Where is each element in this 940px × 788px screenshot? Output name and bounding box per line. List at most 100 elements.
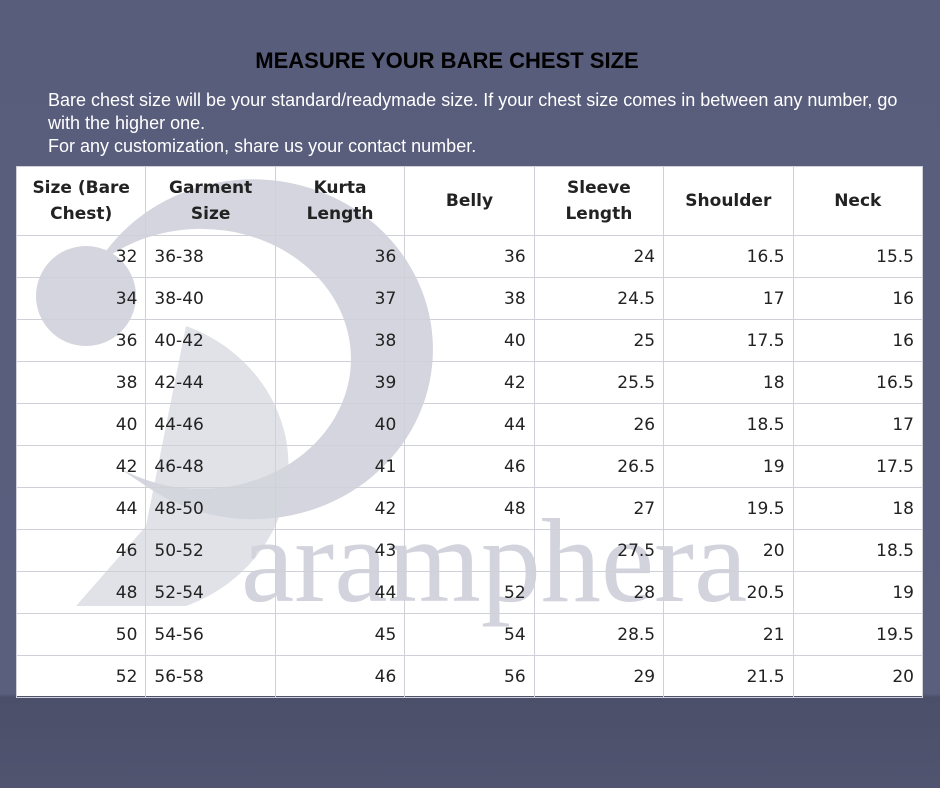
table-cell: 19.5 xyxy=(792,613,924,656)
table-cell: 15.5 xyxy=(792,235,924,278)
table-cell: 19 xyxy=(792,571,924,614)
description-line: Bare chest size will be your standard/re… xyxy=(48,90,898,133)
table-cell: 38 xyxy=(15,361,147,404)
table-cell: 36 xyxy=(15,319,147,362)
table-cell: 18 xyxy=(792,487,924,530)
table-cell: 24.5 xyxy=(533,277,665,320)
table-cell: 52-54 xyxy=(145,571,276,614)
table-cell: 16.5 xyxy=(792,361,924,404)
table-cell: 26.5 xyxy=(533,445,665,488)
table-cell: 38-40 xyxy=(145,277,276,320)
table-cell: 25.5 xyxy=(533,361,665,404)
table-cell: 56-58 xyxy=(145,655,276,698)
table-cell: 18.5 xyxy=(792,529,924,572)
table-cell: 48 xyxy=(404,487,535,530)
table-cell: 34 xyxy=(15,277,147,320)
table-cell: 46 xyxy=(15,529,147,572)
table-row: 48 52-54 44 52 28 20.5 19 xyxy=(15,571,924,614)
table-row: 38 42-44 39 42 25.5 18 16.5 xyxy=(15,361,924,404)
size-table-panel: aramphera Size (Bare Chest) Garment Size K… xyxy=(15,166,924,698)
table-cell: 56 xyxy=(404,655,535,698)
table-cell: 17 xyxy=(663,277,794,320)
table-cell: 40-42 xyxy=(145,319,276,362)
table-cell: 44 xyxy=(274,571,406,614)
column-header: Sleeve Length xyxy=(533,166,665,236)
table-cell: 50-52 xyxy=(145,529,276,572)
table-cell: 40 xyxy=(404,319,535,362)
column-header: Belly xyxy=(404,166,535,236)
column-header: Size (Bare Chest) xyxy=(15,166,147,236)
table-row: 36 40-42 38 40 25 17.5 16 xyxy=(15,319,924,362)
column-header: Neck xyxy=(792,166,924,236)
table-cell: 48-50 xyxy=(145,487,276,530)
table-cell: 19.5 xyxy=(663,487,794,530)
table-cell: 54-56 xyxy=(145,613,276,656)
table-cell: 54 xyxy=(404,613,535,656)
table-cell: 17 xyxy=(792,403,924,446)
table-cell: 21.5 xyxy=(663,655,794,698)
column-header: Kurta Length xyxy=(274,166,406,236)
table-cell: 24 xyxy=(533,235,665,278)
table-cell: 16 xyxy=(792,277,924,320)
table-cell: 36-38 xyxy=(145,235,276,278)
table-cell: 42 xyxy=(274,487,406,530)
table-cell: 20 xyxy=(792,655,924,698)
table-cell: 41 xyxy=(274,445,406,488)
table-cell: 20 xyxy=(663,529,794,572)
table-cell: 52 xyxy=(15,655,147,698)
table-cell: 25 xyxy=(533,319,665,362)
table-cell: 52 xyxy=(404,571,535,614)
table-row: 34 38-40 37 38 24.5 17 16 xyxy=(15,277,924,320)
table-cell: 44 xyxy=(404,403,535,446)
table-cell: 21 xyxy=(663,613,794,656)
table-cell xyxy=(404,529,535,572)
table-row: 46 50-52 43 27.5 20 18.5 xyxy=(15,529,924,572)
table-cell: 42 xyxy=(15,445,147,488)
table-cell: 27 xyxy=(533,487,665,530)
title: MEASURE YOUR BARE CHEST SIZE xyxy=(255,48,639,73)
table-cell: 19 xyxy=(663,445,794,488)
table-cell: 29 xyxy=(533,655,665,698)
table-cell: 32 xyxy=(15,235,147,278)
table-cell: 36 xyxy=(404,235,535,278)
table-row: 44 48-50 42 48 27 19.5 18 xyxy=(15,487,924,530)
table-cell: 27.5 xyxy=(533,529,665,572)
table-cell: 43 xyxy=(274,529,406,572)
table-cell: 44 xyxy=(15,487,147,530)
table-row: 52 56-58 46 56 29 21.5 20 xyxy=(15,655,924,698)
table-cell: 38 xyxy=(274,319,406,362)
description-line: For any customization, share us your con… xyxy=(48,136,477,156)
size-table: Size (Bare Chest) Garment Size Kurta Lengt… xyxy=(15,166,924,698)
column-header: Garment Size xyxy=(145,166,276,236)
table-cell: 44-46 xyxy=(145,403,276,446)
description: Bare chest size will be your standard/re… xyxy=(48,89,908,158)
table-cell: 18 xyxy=(663,361,794,404)
table-cell: 16.5 xyxy=(663,235,794,278)
table-cell: 28.5 xyxy=(533,613,665,656)
table-cell: 42 xyxy=(404,361,535,404)
table-cell: 39 xyxy=(274,361,406,404)
table-cell: 50 xyxy=(15,613,147,656)
table-cell: 45 xyxy=(274,613,406,656)
table-cell: 28 xyxy=(533,571,665,614)
table-cell: 16 xyxy=(792,319,924,362)
table-cell: 26 xyxy=(533,403,665,446)
table-cell: 18.5 xyxy=(663,403,794,446)
table-row: 42 46-48 41 46 26.5 19 17.5 xyxy=(15,445,924,488)
table-cell: 38 xyxy=(404,277,535,320)
table-cell: 37 xyxy=(274,277,406,320)
column-header: Shoulder xyxy=(663,166,794,236)
table-cell: 17.5 xyxy=(663,319,794,362)
table-row: 40 44-46 40 44 26 18.5 17 xyxy=(15,403,924,446)
table-cell: 46 xyxy=(274,655,406,698)
table-cell: 40 xyxy=(15,403,147,446)
table-cell: 20.5 xyxy=(663,571,794,614)
table-cell: 48 xyxy=(15,571,147,614)
table-cell: 46-48 xyxy=(145,445,276,488)
table-cell: 36 xyxy=(274,235,406,278)
table-cell: 40 xyxy=(274,403,406,446)
table-cell: 46 xyxy=(404,445,535,488)
table-cell: 42-44 xyxy=(145,361,276,404)
table-row: 50 54-56 45 54 28.5 21 19.5 xyxy=(15,613,924,656)
